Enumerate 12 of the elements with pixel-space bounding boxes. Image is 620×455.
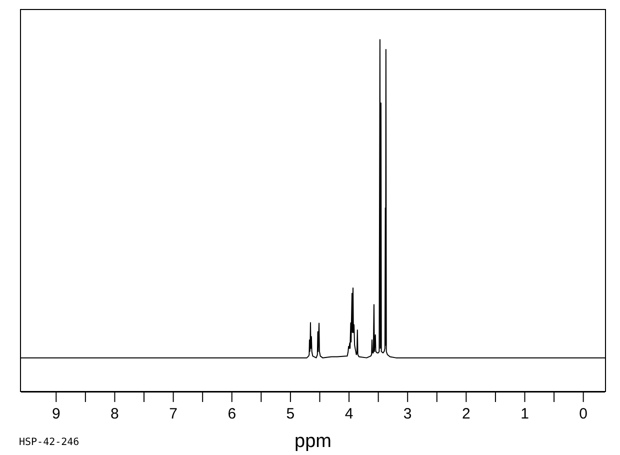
x-tick-label: 6 bbox=[228, 406, 236, 423]
x-tick-label: 3 bbox=[403, 406, 412, 423]
text: HSP-42-246 bbox=[19, 437, 80, 449]
x-tick-label: 0 bbox=[579, 406, 588, 423]
x-tick-label: 1 bbox=[520, 406, 529, 423]
x-tick-label: 8 bbox=[110, 406, 119, 423]
x-tick-label: 5 bbox=[286, 406, 295, 423]
x-tick-label: 4 bbox=[344, 406, 354, 423]
x-tick-label: 7 bbox=[169, 406, 178, 423]
x-tick-label: 2 bbox=[462, 406, 470, 423]
x-axis-title: ppm bbox=[294, 431, 332, 452]
x-tick-label: 9 bbox=[52, 406, 60, 423]
